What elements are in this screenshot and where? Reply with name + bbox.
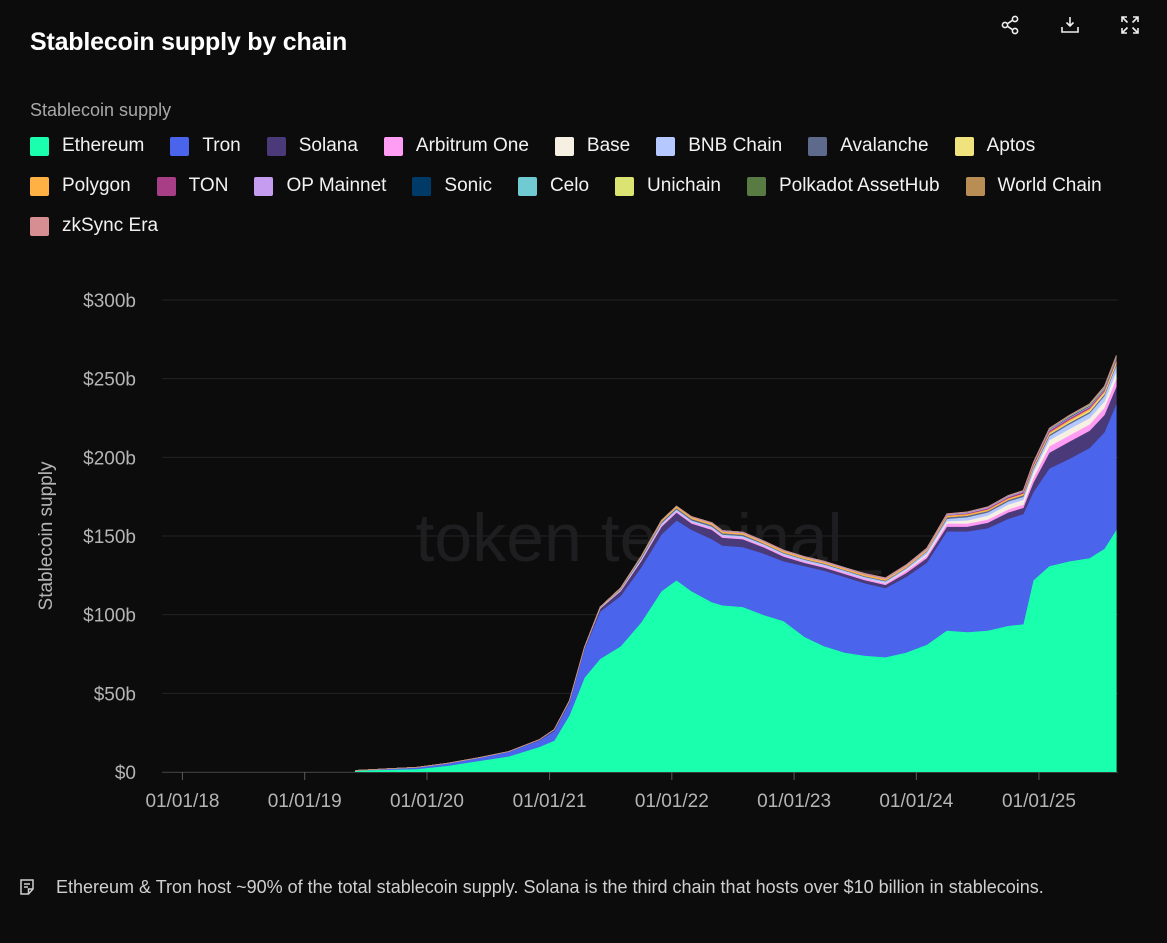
legend-swatch: [615, 176, 635, 196]
legend-swatch: [965, 176, 985, 196]
chart-title: Stablecoin supply by chain: [30, 28, 348, 56]
legend-swatch: [517, 176, 537, 196]
legend-swatch: [30, 176, 49, 196]
expand-icon: [1121, 16, 1139, 34]
legend-label: Ethereum: [62, 135, 145, 156]
x-tick-label: 01/01/22: [635, 791, 709, 812]
legend-swatch: [30, 136, 49, 156]
legend-item-base[interactable]: Base: [554, 133, 631, 159]
legend-label: World Chain: [997, 175, 1102, 196]
note-icon: [20, 879, 34, 895]
area-series-zksync-era: [355, 355, 1117, 771]
y-tick-label: $150b: [83, 527, 136, 548]
legend-item-world-chain[interactable]: World Chain: [965, 173, 1102, 199]
download-button[interactable]: [1047, 12, 1093, 38]
legend-swatch: [30, 216, 49, 236]
legend-swatch: [156, 176, 176, 196]
legend-swatch: [412, 176, 432, 196]
legend-item-unichain[interactable]: Unichain: [615, 173, 721, 199]
legend-item-polkadot-assethub[interactable]: Polkadot AssetHub: [746, 173, 940, 199]
download-icon: [1061, 17, 1079, 33]
y-tick-label: $100b: [83, 606, 136, 627]
legend-swatch: [170, 136, 190, 156]
legend-item-op-mainnet[interactable]: OP Mainnet: [254, 173, 386, 199]
legend-label: Celo: [549, 175, 590, 196]
y-tick-label: $0: [115, 763, 136, 784]
share-icon: [1001, 15, 1019, 35]
legend-item-sonic[interactable]: Sonic: [412, 173, 492, 199]
x-tick-label: 01/01/19: [268, 791, 342, 812]
legend-swatch: [254, 176, 274, 196]
legend-item-ethereum[interactable]: Ethereum: [30, 133, 144, 159]
y-tick-label: $200b: [83, 448, 136, 469]
legend-label: Avalanche: [840, 135, 929, 156]
share-button[interactable]: [987, 12, 1033, 38]
legend-swatch: [266, 136, 286, 156]
legend-item-celo[interactable]: Celo: [517, 173, 590, 199]
legend-swatch: [656, 136, 676, 156]
legend-item-ton[interactable]: TON: [156, 173, 229, 199]
legend-label: BNB Chain: [688, 135, 783, 156]
legend-swatch: [383, 136, 403, 156]
legend-label: Polygon: [62, 175, 131, 196]
legend-item-aptos[interactable]: Aptos: [954, 133, 1036, 159]
legend-item-tron[interactable]: Tron: [170, 133, 241, 159]
legend-swatch: [746, 176, 766, 196]
y-tick-label: $300b: [83, 291, 136, 312]
legend-swatch: [554, 136, 574, 156]
legend-label: Tron: [202, 135, 241, 156]
legend-item-zksync-era[interactable]: zkSync Era: [30, 213, 158, 239]
legend-label: zkSync Era: [62, 215, 159, 236]
legend-item-avalanche[interactable]: Avalanche: [808, 133, 929, 159]
y-tick-label: $50b: [94, 684, 136, 705]
y-tick-label: $250b: [83, 370, 136, 391]
legend-item-polygon[interactable]: Polygon: [30, 173, 131, 199]
chart-toolbar: [987, 12, 1153, 38]
legend-item-bnb-chain[interactable]: BNB Chain: [656, 133, 782, 159]
legend-swatch: [808, 136, 828, 156]
legend-label: Base: [586, 135, 631, 156]
expand-button[interactable]: [1107, 12, 1153, 38]
legend-label: Sonic: [444, 175, 492, 196]
legend-label: OP Mainnet: [286, 175, 387, 196]
x-tick-label: 01/01/18: [145, 791, 219, 812]
legend-label: TON: [188, 175, 229, 196]
legend-title: Stablecoin supply: [30, 100, 172, 120]
legend-label: Arbitrum One: [415, 135, 529, 156]
footnote-text: Ethereum & Tron host ~90% of the total s…: [56, 877, 1044, 897]
x-tick-label: 01/01/25: [1002, 791, 1076, 812]
chart-footnote: Ethereum & Tron host ~90% of the total s…: [18, 874, 1128, 901]
y-axis-label: Stablecoin supply: [36, 461, 57, 610]
legend-label: Solana: [298, 135, 358, 156]
legend-label: Polkadot AssetHub: [778, 175, 940, 196]
legend-label: Unichain: [647, 175, 721, 196]
legend-swatch: [954, 136, 974, 156]
x-tick-label: 01/01/20: [390, 791, 464, 812]
x-tick-label: 01/01/24: [879, 791, 953, 812]
legend-item-solana[interactable]: Solana: [266, 133, 358, 159]
x-tick-label: 01/01/23: [757, 791, 831, 812]
legend-label: Aptos: [986, 135, 1036, 156]
legend-item-arbitrum-one[interactable]: Arbitrum One: [383, 133, 529, 159]
x-tick-label: 01/01/21: [513, 791, 587, 812]
chart-legend: Ethereum Tron Solana Arbitrum One Base BNB Ch…: [30, 133, 1140, 239]
